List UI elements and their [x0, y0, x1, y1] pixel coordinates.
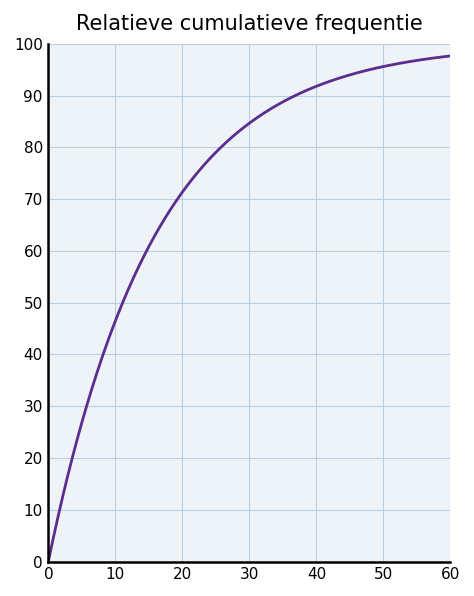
Title: Relatieve cumulatieve frequentie: Relatieve cumulatieve frequentie [76, 14, 423, 34]
